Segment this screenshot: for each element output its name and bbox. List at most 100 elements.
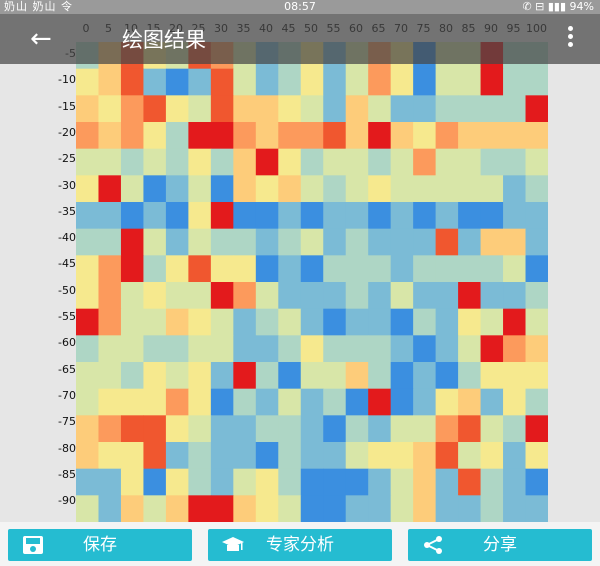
heatmap-cell [300, 308, 324, 336]
y-tick-label: -55 [58, 310, 76, 323]
heatmap-cell [98, 335, 122, 363]
heatmap-cell [390, 68, 414, 96]
heatmap-cell [480, 175, 504, 203]
heatmap-chart: 0510152025303540455055606570758085909510… [0, 14, 600, 522]
heatmap-cell [525, 495, 548, 522]
heatmap-cell [458, 122, 482, 150]
heatmap-cell [458, 202, 482, 230]
heatmap-cell [76, 175, 99, 203]
heatmap-cell [503, 362, 527, 390]
heatmap-cell [76, 282, 99, 310]
heatmap-cell [188, 202, 212, 230]
y-tick-label: -45 [58, 257, 76, 271]
heatmap-cell [143, 442, 167, 470]
heatmap-cell [233, 175, 257, 203]
heatmap-cell [210, 68, 234, 96]
heatmap-cell [458, 68, 482, 96]
heatmap-cell [480, 202, 504, 230]
heatmap-cell [480, 415, 504, 443]
heatmap-cell [143, 148, 167, 176]
heatmap-cell [233, 255, 257, 283]
y-tick-label: -60 [58, 336, 76, 350]
heatmap-cell [435, 122, 459, 150]
y-tick-label: -35 [58, 204, 76, 218]
heatmap-cell [323, 335, 347, 363]
heatmap-cell [458, 468, 482, 496]
heatmap-cell [458, 388, 482, 416]
page-title: 绘图结果 [122, 28, 206, 52]
heatmap-cell [143, 95, 167, 123]
heatmap-cell [120, 175, 144, 203]
heatmap-cell [143, 175, 167, 203]
heatmap-cell [390, 388, 414, 416]
battery-indicator: ✆ ⊟ ▮▮▮ 94% [522, 0, 594, 13]
heatmap-cell [143, 228, 167, 256]
heatmap-cell [480, 335, 504, 363]
heatmap-cell [76, 308, 99, 336]
save-button[interactable]: 保存 [8, 529, 192, 561]
heatmap-cell [255, 68, 279, 96]
heatmap-cell [503, 468, 527, 496]
heatmap-cell [345, 148, 369, 176]
heatmap-cell [210, 255, 234, 283]
heatmap-cell [300, 202, 324, 230]
heatmap-cell [345, 495, 369, 522]
heatmap-cell [525, 255, 548, 283]
heatmap-cell [368, 308, 392, 336]
heatmap-cell [345, 122, 369, 150]
heatmap-cell [188, 495, 212, 522]
y-tick-label: -40 [58, 231, 76, 245]
heatmap-cell [188, 442, 212, 470]
heatmap-cell [165, 335, 189, 363]
heatmap-cell [255, 228, 279, 256]
expert-analysis-button[interactable]: 专家分析 [208, 529, 392, 561]
heatmap-cell [278, 335, 302, 363]
heatmap-cell [413, 495, 437, 522]
heatmap-cell [300, 228, 324, 256]
heatmap-cell [390, 495, 414, 522]
more-vert-icon[interactable] [568, 26, 574, 50]
heatmap-cell [435, 282, 459, 310]
heatmap-cell [120, 122, 144, 150]
heatmap-cell [255, 335, 279, 363]
heatmap-cell [278, 175, 302, 203]
heatmap-cell [368, 362, 392, 390]
heatmap-cell [188, 362, 212, 390]
heatmap-grid [76, 42, 548, 522]
heatmap-cell [458, 228, 482, 256]
heatmap-cell [413, 148, 437, 176]
heatmap-cell [210, 442, 234, 470]
heatmap-cell [143, 335, 167, 363]
heatmap-cell [120, 388, 144, 416]
heatmap-cell [458, 335, 482, 363]
heatmap-cell [323, 95, 347, 123]
heatmap-cell [503, 202, 527, 230]
heatmap-cell [143, 308, 167, 336]
y-tick-label: -25 [58, 152, 76, 166]
heatmap-cell [233, 335, 257, 363]
heatmap-cell [503, 228, 527, 256]
heatmap-cell [390, 362, 414, 390]
share-button[interactable]: 分享 [408, 529, 592, 561]
heatmap-cell [503, 148, 527, 176]
arrow-left-icon[interactable]: ← [30, 24, 52, 54]
heatmap-cell [458, 442, 482, 470]
heatmap-cell [458, 362, 482, 390]
heatmap-cell [210, 362, 234, 390]
heatmap-cell [233, 468, 257, 496]
heatmap-cell [525, 442, 548, 470]
y-tick-label: -15 [58, 99, 76, 113]
heatmap-cell [210, 335, 234, 363]
heatmap-cell [480, 388, 504, 416]
heatmap-cell [76, 442, 99, 470]
heatmap-cell [300, 415, 324, 443]
heatmap-cell [188, 122, 212, 150]
heatmap-cell [323, 442, 347, 470]
heatmap-cell [210, 308, 234, 336]
y-tick-label: -75 [58, 415, 76, 429]
heatmap-cell [255, 415, 279, 443]
heatmap-cell [300, 255, 324, 283]
heatmap-cell [120, 335, 144, 363]
heatmap-cell [165, 228, 189, 256]
heatmap-cell [278, 415, 302, 443]
